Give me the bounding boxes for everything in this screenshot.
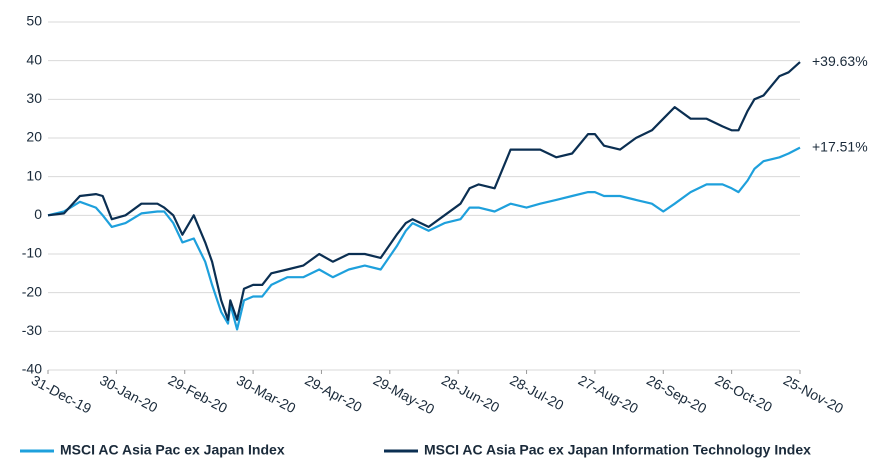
x-tick-label: 27-Aug-20	[576, 372, 641, 417]
y-tick-label: 0	[34, 206, 42, 222]
x-tick-label: 30-Mar-20	[234, 372, 299, 417]
end-label: +39.63%	[812, 53, 868, 69]
y-tick-label: 10	[26, 167, 42, 183]
y-tick-label: 50	[26, 13, 42, 29]
x-tick-label: 31-Dec-19	[29, 372, 94, 417]
y-tick-label: -10	[22, 245, 42, 261]
end-label: +17.51%	[812, 138, 868, 154]
x-tick-label: 29-Feb-20	[166, 372, 231, 417]
y-tick-label: 30	[26, 90, 42, 106]
x-tick-label: 26-Oct-20	[712, 372, 775, 415]
y-tick-label: -40	[22, 361, 42, 377]
x-tick-label: 30-Jan-20	[97, 372, 160, 416]
x-tick-label: 28-Jun-20	[439, 372, 502, 416]
series-line	[47, 146, 801, 331]
x-tick-label: 29-Apr-20	[302, 372, 365, 415]
y-tick-label: -30	[22, 322, 42, 338]
series-line	[47, 61, 801, 321]
legend-label: MSCI AC Asia Pac ex Japan Index	[60, 442, 285, 458]
x-tick-label: 28-Jul-20	[507, 372, 566, 414]
legend-label: MSCI AC Asia Pac ex Japan Information Te…	[424, 442, 811, 458]
x-tick-label: 29-May-20	[371, 372, 438, 418]
y-tick-label: 20	[26, 129, 42, 145]
x-tick-label: 26-Sep-20	[644, 372, 709, 417]
y-tick-label: 40	[26, 51, 42, 67]
x-tick-label: 25-Nov-20	[781, 372, 846, 417]
y-tick-label: -20	[22, 283, 42, 299]
